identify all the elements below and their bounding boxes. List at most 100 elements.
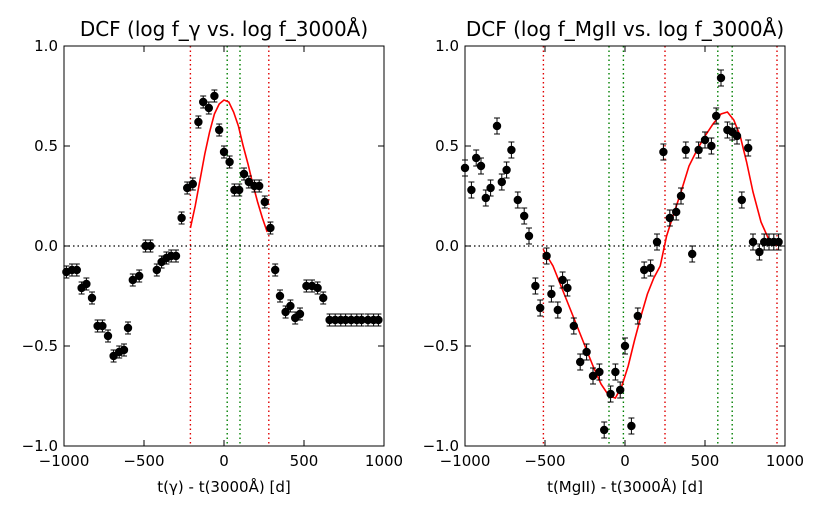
data-point	[98, 321, 107, 331]
panel-gamma: DCF (log f_γ vs. log f_3000Å) −1000 −500 0…	[22, 17, 404, 496]
x-tick-label: 0	[219, 452, 229, 470]
data-point	[295, 309, 305, 319]
data-point	[177, 213, 186, 223]
data-point	[255, 181, 264, 191]
data-point	[640, 265, 649, 275]
data-point	[524, 231, 534, 241]
panel-mgii-xlabel: t(MgII) - t(3000Å) [d]	[547, 477, 703, 496]
data-point	[507, 145, 516, 155]
y-tick-label: 0.5	[34, 137, 58, 155]
y-tick-label: 1.0	[435, 37, 459, 55]
data-point	[531, 281, 540, 291]
data-point	[135, 271, 144, 281]
panel-mgii: DCF (log f_MgII vs. log f_3000Å) −1000 −5…	[423, 17, 805, 496]
data-point	[712, 111, 721, 121]
data-point	[646, 263, 655, 273]
data-point	[659, 147, 668, 157]
data-point	[744, 143, 753, 153]
panel-mgii-plot-area	[460, 46, 785, 446]
data-point	[225, 157, 234, 167]
data-point	[681, 145, 690, 155]
data-point	[542, 251, 551, 261]
data-point	[286, 301, 295, 311]
data-point	[536, 303, 545, 313]
y-tick-label: 0.0	[435, 237, 459, 255]
y-tick-label: −1.0	[423, 437, 459, 455]
data-point	[737, 195, 746, 205]
panel-mgii-title: DCF (log f_MgII vs. log f_3000Å)	[466, 17, 784, 41]
data-point	[716, 73, 726, 83]
panel-gamma-xlabel: t(γ) - t(3000Å) [d]	[157, 477, 290, 496]
x-tick-label: −500	[524, 452, 565, 470]
data-point	[472, 153, 481, 163]
data-point	[357, 315, 366, 325]
data-point	[582, 347, 591, 357]
data-point	[665, 213, 674, 223]
data-point	[606, 389, 615, 399]
data-point	[103, 331, 113, 341]
data-point	[235, 185, 244, 195]
panel-gamma-plot-area	[62, 46, 384, 446]
data-point	[82, 279, 91, 289]
data-point	[72, 265, 82, 275]
data-point	[569, 321, 578, 331]
fit-curve	[542, 111, 778, 399]
data-point	[128, 275, 137, 285]
data-point	[188, 179, 197, 189]
data-point	[611, 367, 620, 377]
data-point	[502, 165, 511, 175]
panel-mgii-frame	[464, 45, 786, 447]
data-point	[239, 169, 249, 179]
x-tick-label: 1000	[766, 452, 804, 470]
x-tick-label: 500	[691, 452, 720, 470]
data-point	[627, 421, 636, 431]
data-point	[319, 293, 328, 303]
data-point	[476, 161, 486, 171]
data-point	[204, 103, 213, 113]
data-point	[547, 289, 556, 299]
data-point	[755, 247, 764, 257]
data-point	[219, 147, 229, 157]
data-point	[633, 311, 642, 321]
data-point	[600, 425, 609, 435]
x-tick-label: −500	[123, 452, 164, 470]
data-point	[374, 315, 383, 325]
y-tick-label: −0.5	[423, 337, 459, 355]
data-point	[194, 117, 203, 127]
data-point	[210, 91, 219, 101]
data-point	[620, 341, 630, 351]
x-tick-label: 500	[290, 452, 319, 470]
data-point	[672, 207, 681, 217]
data-point	[520, 211, 529, 221]
panel-gamma-ticks: −1000 −500 0 500 1000 −1.0 −0.5 0.0 0.5 1.0	[22, 37, 404, 470]
data-point	[260, 197, 269, 207]
data-point	[486, 183, 495, 193]
y-tick-label: 1.0	[34, 37, 58, 55]
data-point	[774, 237, 783, 247]
data-point	[588, 371, 598, 381]
data-point	[119, 345, 129, 355]
x-tick-label: −1000	[39, 452, 90, 470]
y-tick-label: 0.0	[34, 237, 58, 255]
data-point	[313, 283, 322, 293]
data-point	[123, 323, 133, 333]
data-point	[266, 223, 275, 233]
data-point	[171, 251, 181, 261]
data-point	[688, 249, 697, 259]
y-tick-label: −1.0	[22, 437, 58, 455]
x-tick-label: 0	[620, 452, 630, 470]
y-tick-label: 0.5	[435, 137, 459, 155]
data-point	[558, 275, 567, 285]
data-point	[199, 97, 208, 107]
x-tick-label: −1000	[440, 452, 491, 470]
y-tick-label: −0.5	[22, 337, 58, 355]
data-point	[652, 237, 662, 247]
data-point	[707, 141, 716, 151]
data-point	[271, 265, 280, 275]
data-point	[87, 293, 97, 303]
data-point	[467, 185, 476, 195]
data-point	[694, 145, 703, 155]
data-point	[576, 357, 585, 367]
data-point	[513, 195, 522, 205]
